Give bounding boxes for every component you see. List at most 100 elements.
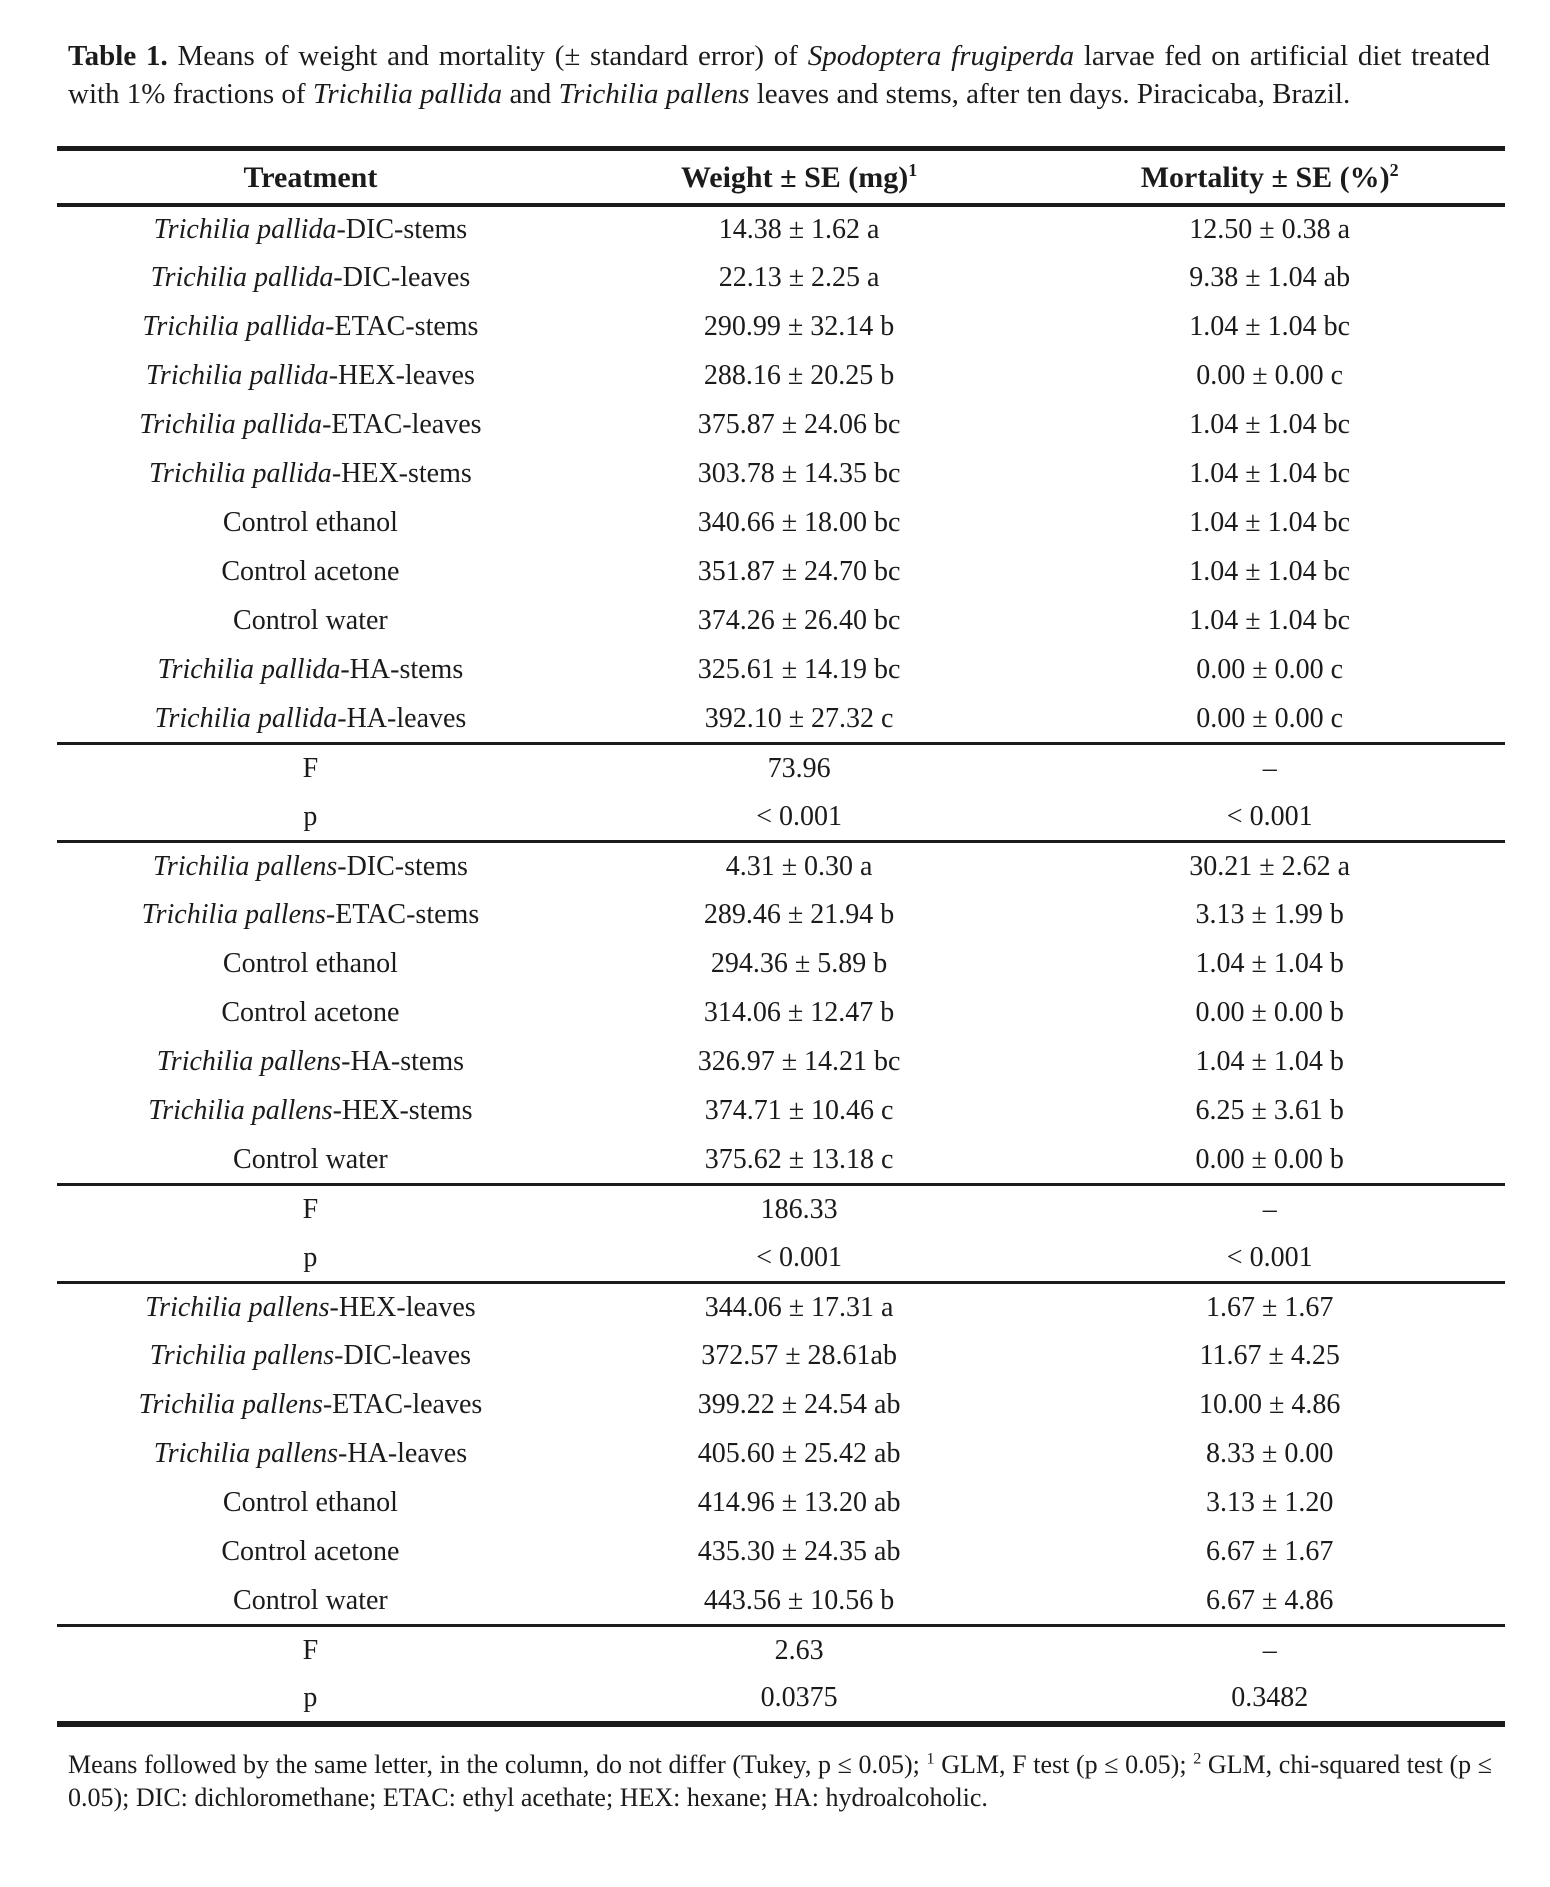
table-row: Control acetone 351.87 ± 24.70 bc 1.04 ± 1… — [57, 548, 1505, 597]
stat-mortality-cell: 0.3482 — [1231, 1681, 1309, 1713]
table-caption: Table 1. Means of weight and mortality (… — [0, 0, 1550, 113]
stat-mortality-cell: < 0.001 — [1226, 1241, 1313, 1273]
stats-row: p < 0.001 < 0.001 — [57, 1234, 1505, 1283]
text-segment: Table 1. — [68, 40, 168, 72]
species-name: Trichilia pallida — [139, 409, 323, 441]
stat-weight-cell: 73.96 — [767, 753, 831, 785]
mortality-cell: 1.04 ± 1.04 bc — [1189, 605, 1351, 637]
section-2-data: Trichilia pallens-DIC-stems 4.31 ± 0.30 a… — [57, 842, 1505, 1185]
text-segment: Control water — [233, 1584, 388, 1616]
stat-mortality-cell: – — [1262, 1194, 1277, 1226]
text-segment: -HEX-stems — [332, 1095, 473, 1127]
treatment-cell: Trichilia pallida-HEX-leaves — [57, 352, 564, 401]
stats-row: p < 0.001 < 0.001 — [57, 793, 1505, 842]
species-name: Trichilia pallens — [145, 1292, 330, 1324]
results-table: Treatment Weight ± SE (mg)1 Mortality ± … — [57, 146, 1505, 1727]
stat-weight-cell: < 0.001 — [756, 1241, 842, 1273]
species-name: Trichilia pallens — [138, 1389, 323, 1421]
species-name: Trichilia pallida — [312, 77, 503, 110]
text-segment: -ETAC-stems — [325, 311, 479, 343]
mortality-cell: 0.00 ± 0.00 c — [1196, 654, 1344, 686]
table-row: Control ethanol 340.66 ± 18.00 bc 1.04 ± 1… — [57, 499, 1505, 548]
stats-row: F 73.96 – — [57, 744, 1505, 793]
mortality-cell: 10.00 ± 4.86 — [1199, 1389, 1341, 1421]
text-segment: Control ethanol — [222, 507, 398, 539]
stat-label-cell: p — [303, 1241, 318, 1273]
species-name: Trichilia pallens — [141, 899, 326, 931]
text-segment: -DIC-leaves — [333, 262, 471, 294]
treatment-cell: Trichilia pallida-ETAC-leaves — [57, 401, 564, 450]
text-segment: -HEX-leaves — [328, 360, 475, 392]
mortality-cell: 0.00 ± 0.00 c — [1196, 702, 1344, 734]
text-segment: 2 — [1193, 1750, 1202, 1768]
table-row: Trichilia pallida-HA-leaves 392.10 ± 27.3… — [57, 695, 1505, 744]
mortality-cell: 1.04 ± 1.04 b — [1195, 948, 1344, 980]
weight-cell: 303.78 ± 14.35 bc — [697, 458, 901, 490]
weight-cell: 22.13 ± 2.25 a — [718, 262, 880, 294]
weight-cell: 405.60 ± 25.42 ab — [697, 1438, 901, 1470]
weight-cell: 14.38 ± 1.62 a — [718, 214, 880, 246]
header-row: Treatment Weight ± SE (mg)1 Mortality ± … — [57, 149, 1505, 205]
weight-cell: 392.10 ± 27.32 c — [704, 702, 894, 734]
text-segment: larvae fed on artificial diet treated wi… — [68, 40, 1490, 110]
header-label: Weight ± SE (mg) — [680, 160, 909, 194]
stat-weight-cell: 186.33 — [760, 1194, 838, 1226]
header-label: Mortality ± SE (%) — [1140, 160, 1390, 194]
weight-cell: 290.99 ± 32.14 b — [703, 311, 895, 343]
mortality-cell: 1.04 ± 1.04 bc — [1189, 409, 1351, 441]
treatment-cell: Trichilia pallens-HA-leaves — [57, 1430, 564, 1479]
species-name: Trichilia pallens — [153, 1438, 339, 1470]
mortality-cell: 0.00 ± 0.00 b — [1195, 1143, 1344, 1175]
treatment-cell: Trichilia pallens-ETAC-stems — [57, 891, 564, 940]
species-name: Trichilia pallida — [145, 360, 329, 392]
text-segment: Means of weight and mortality (± standar… — [167, 40, 808, 72]
table-row: Trichilia pallens-DIC-stems 4.31 ± 0.30 a… — [57, 842, 1505, 891]
treatment-cell: Trichilia pallida-DIC-leaves — [57, 254, 564, 303]
weight-cell: 374.26 ± 26.40 bc — [697, 605, 901, 637]
treatment-cell: Trichilia pallida-ETAC-stems — [57, 303, 564, 352]
treatment-cell: Trichilia pallens-DIC-stems — [57, 842, 564, 891]
text-segment: and — [502, 77, 559, 110]
species-name: Trichilia pallida — [142, 311, 326, 343]
treatment-cell: Control acetone — [57, 548, 564, 597]
text-segment: -HA-leaves — [337, 702, 467, 734]
table-wrap: Treatment Weight ± SE (mg)1 Mortality ± … — [57, 146, 1505, 1727]
stat-mortality-cell: – — [1262, 1635, 1277, 1667]
text-segment: Control acetone — [221, 997, 400, 1029]
treatment-cell: Trichilia pallens-HA-stems — [57, 1038, 564, 1087]
table-row: Trichilia pallida-DIC-leaves 22.13 ± 2.25… — [57, 254, 1505, 303]
table-row: Control ethanol 294.36 ± 5.89 b 1.04 ± 1.0… — [57, 940, 1505, 989]
mortality-cell: 1.67 ± 1.67 — [1206, 1292, 1334, 1324]
text-segment: GLM, F test (p ≤ 0.05); — [934, 1749, 1194, 1779]
species-name: Trichilia pallida — [157, 654, 341, 686]
text-segment: -HEX-leaves — [329, 1292, 476, 1324]
text-segment: leaves and stems, after ten days. Piraci… — [749, 77, 1351, 110]
text-segment: -HEX-stems — [331, 458, 472, 490]
table-row: Control water 375.62 ± 13.18 c 0.00 ± 0.00… — [57, 1136, 1505, 1185]
stat-weight-cell: < 0.001 — [756, 800, 842, 832]
weight-cell: 399.22 ± 24.54 ab — [697, 1389, 901, 1421]
species-name: Trichilia pallens — [152, 851, 338, 883]
mortality-cell: 1.04 ± 1.04 b — [1195, 1046, 1344, 1078]
mortality-cell: 1.04 ± 1.04 bc — [1189, 556, 1351, 588]
table-row: Trichilia pallens-HEX-leaves 344.06 ± 17.… — [57, 1283, 1505, 1332]
stat-label-cell: F — [302, 753, 319, 785]
weight-cell: 374.71 ± 10.46 c — [704, 1095, 894, 1127]
table-row: Control acetone 435.30 ± 24.35 ab 6.67 ± 1… — [57, 1528, 1505, 1577]
column-header-mortality: Mortality ± SE (%)2 — [1034, 149, 1505, 205]
mortality-cell: 8.33 ± 0.00 — [1206, 1438, 1334, 1470]
table-footnote: Means followed by the same letter, in th… — [0, 1727, 1550, 1814]
weight-cell: 340.66 ± 18.00 bc — [697, 507, 901, 539]
weight-cell: 435.30 ± 24.35 ab — [697, 1536, 901, 1568]
table-row: Trichilia pallens-HEX-stems 374.71 ± 10.4… — [57, 1087, 1505, 1136]
weight-cell: 375.62 ± 13.18 c — [704, 1143, 894, 1175]
weight-cell: 4.31 ± 0.30 a — [725, 851, 873, 883]
text-segment: -ETAC-leaves — [322, 1389, 483, 1421]
stats-row: F 186.33 – — [57, 1185, 1505, 1234]
species-name: Spodoptera frugiperda — [807, 40, 1075, 72]
stat-mortality-cell: < 0.001 — [1226, 800, 1313, 832]
mortality-cell: 1.04 ± 1.04 bc — [1189, 507, 1351, 539]
text-segment: Control water — [233, 1143, 388, 1175]
text-segment: Control ethanol — [222, 1487, 398, 1519]
table-header: Treatment Weight ± SE (mg)1 Mortality ± … — [57, 149, 1505, 205]
